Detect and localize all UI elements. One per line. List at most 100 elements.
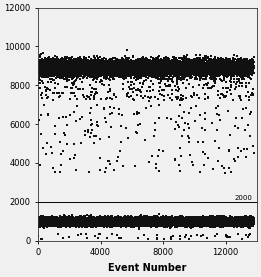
Point <box>82 70 86 75</box>
Point <box>223 170 227 175</box>
Point <box>96 66 100 71</box>
Point <box>44 70 49 75</box>
Point <box>132 67 137 72</box>
Point <box>171 79 175 84</box>
Point <box>126 62 130 66</box>
Point <box>88 64 92 69</box>
Point <box>225 68 229 73</box>
Point <box>176 68 180 72</box>
Point <box>233 67 237 71</box>
Point <box>123 219 127 223</box>
Point <box>166 219 170 224</box>
Point <box>127 219 131 223</box>
Point <box>128 221 132 225</box>
Point <box>102 215 106 220</box>
Point <box>85 61 89 66</box>
Point <box>155 61 159 65</box>
Point <box>45 217 49 222</box>
Point <box>44 217 48 221</box>
Point <box>136 218 140 222</box>
Point <box>230 216 235 220</box>
Point <box>241 64 245 69</box>
Point <box>51 72 55 76</box>
Point <box>75 61 79 66</box>
Point <box>79 219 84 223</box>
Point <box>145 69 149 74</box>
Point <box>188 64 192 68</box>
Point <box>169 218 174 223</box>
Point <box>195 217 199 221</box>
Point <box>228 70 232 74</box>
Point <box>85 71 89 76</box>
Point <box>149 61 153 65</box>
Point <box>94 219 98 224</box>
Point <box>137 66 141 71</box>
Point <box>75 69 79 73</box>
Point <box>115 60 119 64</box>
Point <box>112 220 116 225</box>
Point <box>222 219 226 223</box>
Point <box>134 64 138 68</box>
Point <box>137 67 141 72</box>
Point <box>197 217 201 222</box>
Point <box>132 223 136 227</box>
Point <box>93 68 97 73</box>
Point <box>126 217 130 222</box>
Point <box>185 65 189 70</box>
Point <box>183 63 187 68</box>
Point <box>164 219 169 224</box>
Point <box>72 63 76 67</box>
Point <box>230 68 234 72</box>
Point <box>248 219 252 223</box>
Point <box>243 66 247 71</box>
Point <box>92 68 97 72</box>
Point <box>111 63 115 68</box>
Point <box>251 219 255 224</box>
Point <box>206 217 210 222</box>
Point <box>217 71 221 76</box>
Point <box>43 59 47 63</box>
Point <box>162 67 167 72</box>
Point <box>157 217 161 222</box>
Point <box>64 63 69 67</box>
Point <box>107 216 111 220</box>
Point <box>220 61 224 66</box>
Point <box>58 60 62 65</box>
Point <box>84 65 88 70</box>
Point <box>61 221 66 225</box>
Point <box>213 66 217 70</box>
Point <box>214 67 218 71</box>
Point <box>81 222 85 227</box>
Point <box>117 67 121 71</box>
Point <box>44 217 48 222</box>
Point <box>61 66 66 71</box>
Point <box>117 220 121 224</box>
Point <box>166 67 170 71</box>
Point <box>186 217 190 222</box>
Point <box>220 220 224 225</box>
Point <box>64 63 68 67</box>
Point <box>168 73 173 77</box>
Point <box>79 58 83 63</box>
Point <box>169 69 174 73</box>
Point <box>212 223 216 227</box>
Point <box>214 63 218 68</box>
Point <box>112 72 117 76</box>
Point <box>194 219 199 223</box>
Point <box>63 224 67 228</box>
Point <box>173 66 177 71</box>
Point <box>48 222 52 227</box>
Point <box>127 67 131 71</box>
Point <box>98 215 102 219</box>
Point <box>153 65 157 69</box>
Point <box>156 70 160 75</box>
Point <box>200 223 204 227</box>
Point <box>228 224 232 229</box>
Point <box>251 65 255 69</box>
Point <box>90 67 94 72</box>
Point <box>41 217 45 221</box>
Point <box>143 74 147 79</box>
Point <box>118 66 123 70</box>
Point <box>221 66 226 70</box>
Point <box>155 66 159 70</box>
